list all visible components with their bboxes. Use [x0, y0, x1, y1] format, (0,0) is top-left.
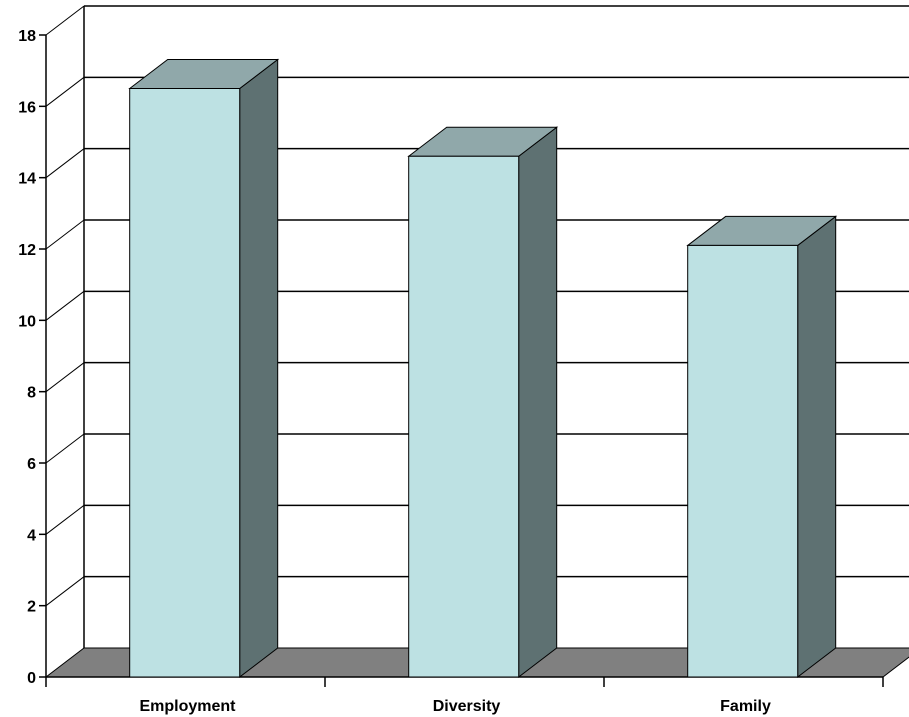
y-tick-label: 2	[27, 599, 36, 616]
grid-connector	[45, 5, 85, 36]
y-tick-label: 14	[18, 171, 36, 188]
y-tick-label: 0	[27, 670, 36, 687]
bar-side	[239, 58, 279, 679]
bar	[407, 126, 559, 679]
bar	[686, 215, 838, 679]
bars-layer	[128, 58, 838, 679]
grid-connector	[45, 362, 85, 393]
bar-side	[797, 215, 837, 679]
y-tick-label: 12	[18, 242, 36, 259]
y-tick-label: 16	[18, 99, 36, 116]
y-tick-label: 10	[18, 313, 36, 330]
y-tick-label: 18	[18, 28, 36, 45]
grid-connector	[45, 504, 85, 535]
x-category-label: Employment	[139, 698, 236, 715]
grid-connector	[45, 576, 85, 607]
y-tick-label: 8	[27, 385, 36, 402]
bar-front	[687, 244, 799, 678]
x-category-label: Diversity	[433, 698, 501, 715]
grid-connector	[45, 290, 85, 321]
grid-connector	[45, 148, 85, 179]
bar-front	[129, 88, 241, 678]
bar-front	[408, 155, 520, 678]
grid-connector	[45, 433, 85, 464]
x-category-label: Family	[720, 698, 771, 715]
labels-layer: 0 2 4 6 8 10 12 14 16 18 Employment Diversity Family	[18, 28, 771, 715]
y-tick-label: 6	[27, 456, 36, 473]
grid-connector	[45, 76, 85, 107]
bar-side	[518, 126, 558, 679]
bar	[128, 58, 280, 679]
grid-connector	[45, 219, 85, 250]
y-tick-label: 4	[27, 527, 36, 544]
